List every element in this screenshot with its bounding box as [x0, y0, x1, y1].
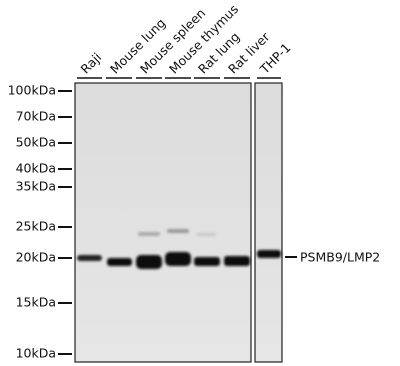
faint-bands: [138, 229, 216, 236]
marker-label: 35kDa: [16, 179, 56, 194]
blot-panel: [254, 82, 283, 363]
marker-label: 10kDa: [16, 346, 56, 361]
marker-label: 20kDa: [16, 250, 56, 265]
bands: [77, 250, 281, 269]
band-label: PSMB9/LMP2: [300, 250, 380, 265]
marker-label: 50kDa: [16, 135, 56, 150]
blot-panel: [74, 82, 252, 363]
marker-label: 25kDa: [16, 219, 56, 234]
marker-label: 15kDa: [16, 295, 56, 310]
marker-label: 70kDa: [16, 109, 56, 124]
lane-label: Raji: [77, 50, 104, 77]
marker-label: 40kDa: [16, 161, 56, 176]
marker-label: 100kDa: [8, 83, 56, 98]
